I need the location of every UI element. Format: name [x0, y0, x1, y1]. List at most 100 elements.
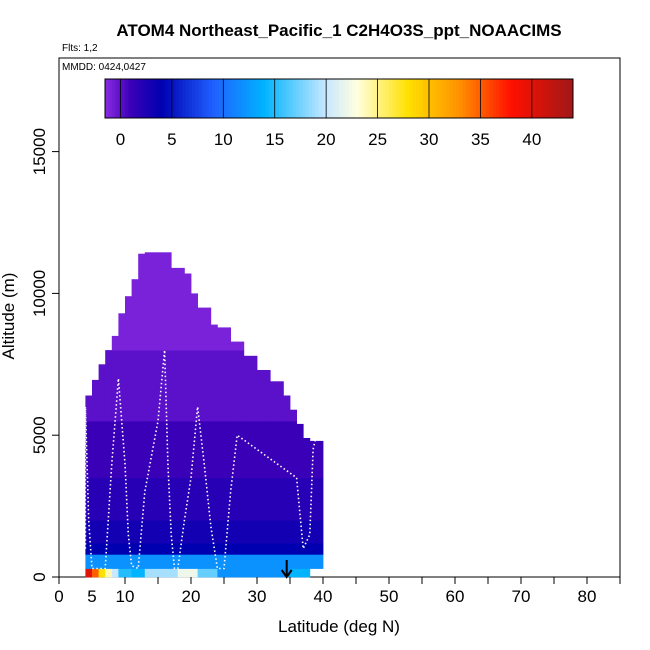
heatmap-cell: [191, 421, 198, 479]
colorbar-segment: [201, 79, 206, 118]
colorbar-segment: [435, 79, 440, 118]
colorbar-segment: [115, 79, 119, 118]
heatmap-cell: [270, 520, 284, 544]
colorbar-segment: [135, 79, 139, 118]
colorbar-segment: [412, 79, 417, 118]
x-axis-label: Latitude (deg N): [278, 617, 400, 636]
colorbar-segment: [562, 79, 567, 118]
colorbar-segment: [235, 79, 240, 118]
colorbar-segment: [278, 79, 283, 118]
heatmap-cell: [171, 543, 179, 555]
heatmap-cell: [158, 568, 172, 578]
dates-label: MMDD: 0424,0427: [62, 62, 146, 73]
colorbar-segment: [439, 79, 444, 118]
heatmap-cell: [144, 350, 159, 422]
heatmap-cell: [158, 554, 172, 569]
colorbar-segment: [419, 79, 424, 118]
heatmap-cell: [230, 543, 245, 555]
heatmap-cell: [138, 520, 146, 544]
heatmap-cell: [118, 313, 126, 351]
heatmap-cell: [138, 421, 146, 479]
heatmap-cell: [191, 350, 198, 422]
colorbar-segment: [476, 79, 480, 118]
heatmap-cell: [111, 350, 119, 422]
heatmap-cell: [177, 520, 185, 544]
heatmap-cell: [85, 543, 93, 555]
x-tick-label: 40: [314, 587, 333, 606]
heatmap-cell: [92, 543, 99, 555]
arrow-head: [280, 569, 293, 579]
colorbar-segment: [288, 79, 293, 118]
heatmap-cell: [105, 568, 113, 578]
colorbar-segment: [452, 79, 457, 118]
colorbar-segment: [385, 79, 390, 118]
colorbar: 0 5 10 15 20 25 30 35 40: [104, 78, 574, 149]
heatmap-cell: [309, 440, 324, 479]
heatmap-cell: [270, 568, 284, 578]
colorbar-segment: [486, 79, 490, 118]
heatmap-cell: [243, 355, 258, 422]
colorbar-segment: [255, 79, 260, 118]
x-tick-label: 70: [512, 587, 531, 606]
colorbar-segment: [489, 79, 494, 118]
heatmap-cell: [171, 350, 179, 422]
heatmap-cell: [191, 554, 198, 569]
plot-frame: [58, 57, 621, 578]
heatmap-cell: [296, 568, 304, 578]
colorbar-segment: [345, 79, 350, 118]
heatmap-cell: [184, 273, 192, 351]
heatmap-cell: [243, 554, 258, 569]
colorbar-tick-label: 40: [522, 130, 541, 149]
heatmap-cell: [105, 477, 113, 521]
colorbar-segment: [181, 79, 186, 118]
heatmap-cell: [111, 477, 119, 521]
heatmap-cell: [144, 520, 159, 544]
heatmap-cell: [118, 554, 126, 569]
colorbar-segment: [532, 79, 537, 118]
colorbar-segment: [516, 79, 521, 118]
heatmap-cell: [217, 350, 231, 422]
colorbar-segment: [369, 79, 373, 118]
colorbar-segment: [365, 79, 370, 118]
colorbar-segment: [492, 79, 497, 118]
heatmap-cell: [171, 568, 179, 578]
heatmap-cell: [105, 421, 113, 479]
heatmap-cell: [270, 421, 284, 479]
x-tick-label: 50: [380, 587, 399, 606]
colorbar-segment: [155, 79, 159, 118]
heatmap-cell: [98, 520, 106, 544]
heatmap-cell: [111, 568, 119, 578]
colorbar-segment: [332, 79, 337, 118]
heatmap-cell: [144, 543, 159, 555]
heatmap-cell: [191, 477, 198, 521]
colorbar-segment: [539, 79, 544, 118]
colorbar-segment: [506, 79, 510, 118]
colorbar-segment: [222, 79, 226, 118]
heatmap-cell: [184, 554, 192, 569]
heatmap-cell: [303, 543, 311, 555]
colorbar-segment: [198, 79, 203, 118]
heatmap-cell: [105, 543, 113, 555]
heatmap-cell: [118, 520, 126, 544]
flight-track: [84, 350, 318, 570]
heatmap-cell: [191, 293, 198, 351]
colorbar-segment: [499, 79, 504, 118]
colorbar-segment: [145, 79, 149, 118]
colorbar-segment: [379, 79, 383, 118]
x-tick-label: 10: [116, 587, 135, 606]
colorbar-segment: [359, 79, 363, 118]
heatmap-cell: [92, 379, 99, 422]
colorbar-segment: [352, 79, 357, 118]
colorbar-segment: [569, 79, 574, 118]
heatmap-cell: [125, 296, 132, 351]
colorbar-segment: [315, 79, 320, 118]
heatmap-cell: [257, 543, 271, 555]
colorbar-segment: [211, 79, 216, 118]
heatmap-cell: [230, 421, 245, 479]
colorbar-segment: [342, 79, 347, 118]
heatmap-cell: [296, 520, 304, 544]
y-axis-label: Altitude (m): [0, 273, 18, 360]
heatmap-cell: [131, 520, 139, 544]
heatmap-cell: [131, 568, 139, 578]
